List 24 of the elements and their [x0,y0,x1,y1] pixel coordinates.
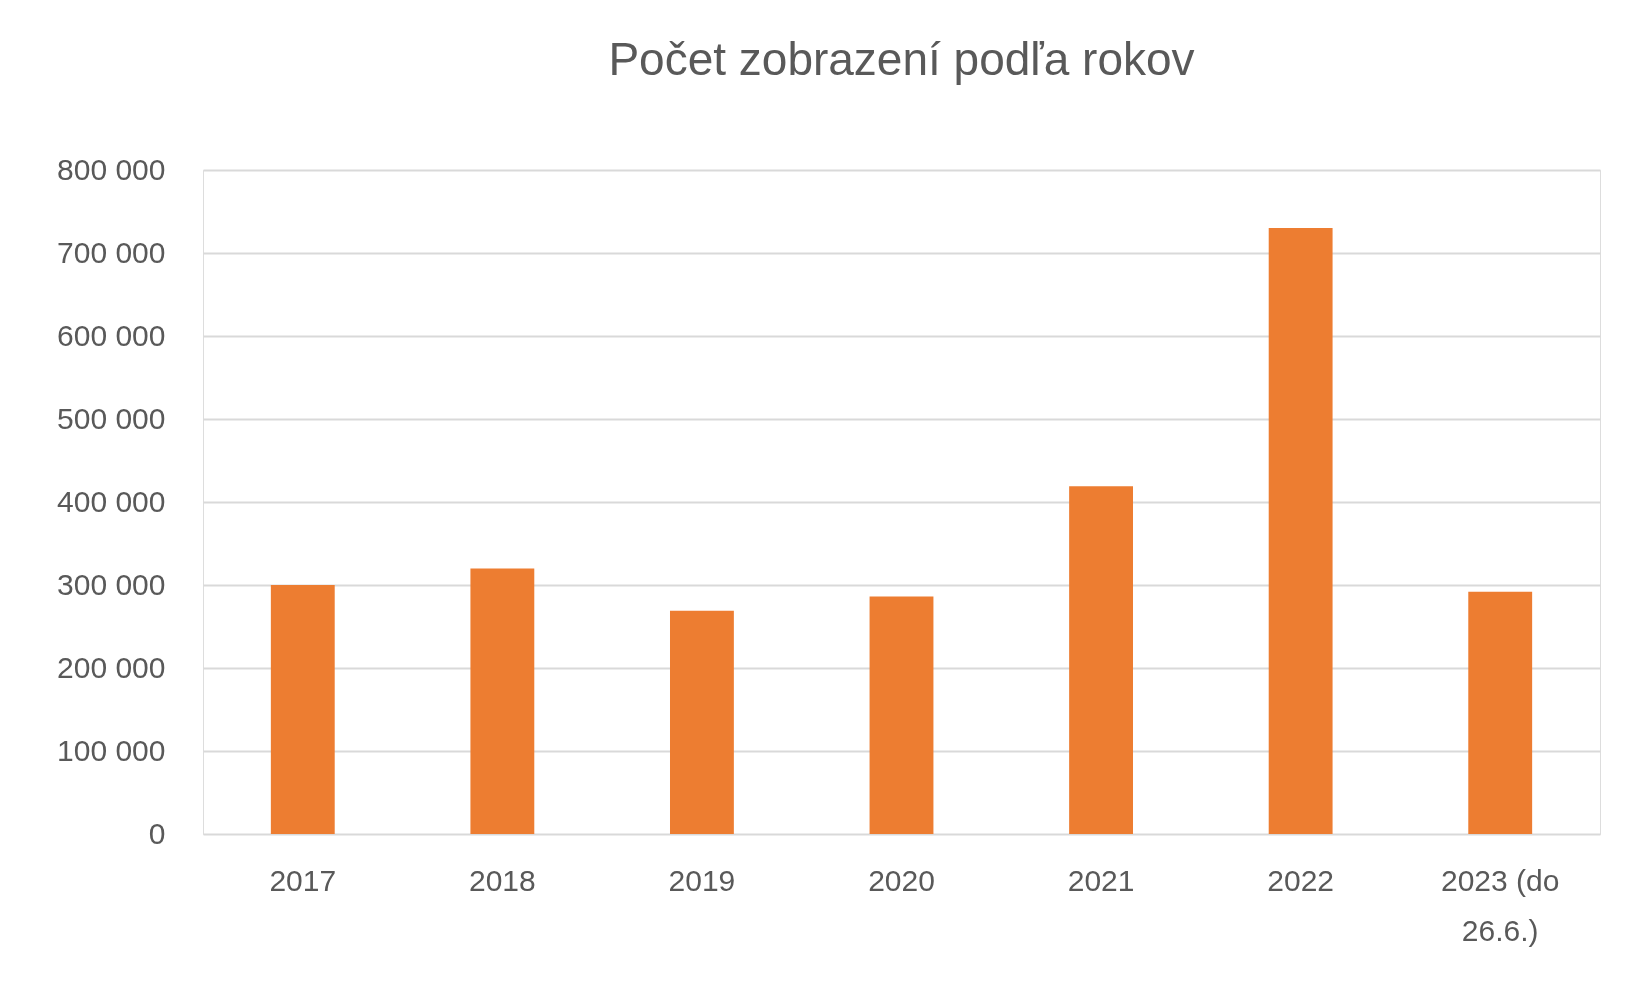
y-tick-label: 400 000 [57,484,166,518]
y-tick-label: 500 000 [57,401,166,435]
x-tick-label: 2017 [269,863,337,897]
bar [270,585,335,834]
y-tick-label: 200 000 [57,650,166,684]
x-tick-label: 2022 [1267,863,1335,897]
bar [1268,228,1333,834]
y-tick-label: 0 [148,816,166,850]
y-tick-label: 300 000 [57,567,166,601]
bar [1069,486,1133,834]
chart-title: Počet zobrazení podľa rokov [608,33,1195,85]
y-tick-label: 600 000 [57,318,166,352]
x-tick-label: 2023 (do 26.6.) [1441,863,1560,947]
bar [1468,591,1533,834]
x-tick-label: 2018 [468,863,536,897]
y-tick-label: 800 000 [57,152,166,186]
x-tick-label: 2020 [868,863,935,897]
y-tick-label: 700 000 [57,235,166,269]
bar [670,610,734,834]
y-tick-label: 100 000 [57,733,166,767]
bar [869,596,934,834]
bar [470,568,535,834]
x-tick-label: 2021 [1067,863,1135,897]
x-tick-label: 2019 [668,863,736,897]
